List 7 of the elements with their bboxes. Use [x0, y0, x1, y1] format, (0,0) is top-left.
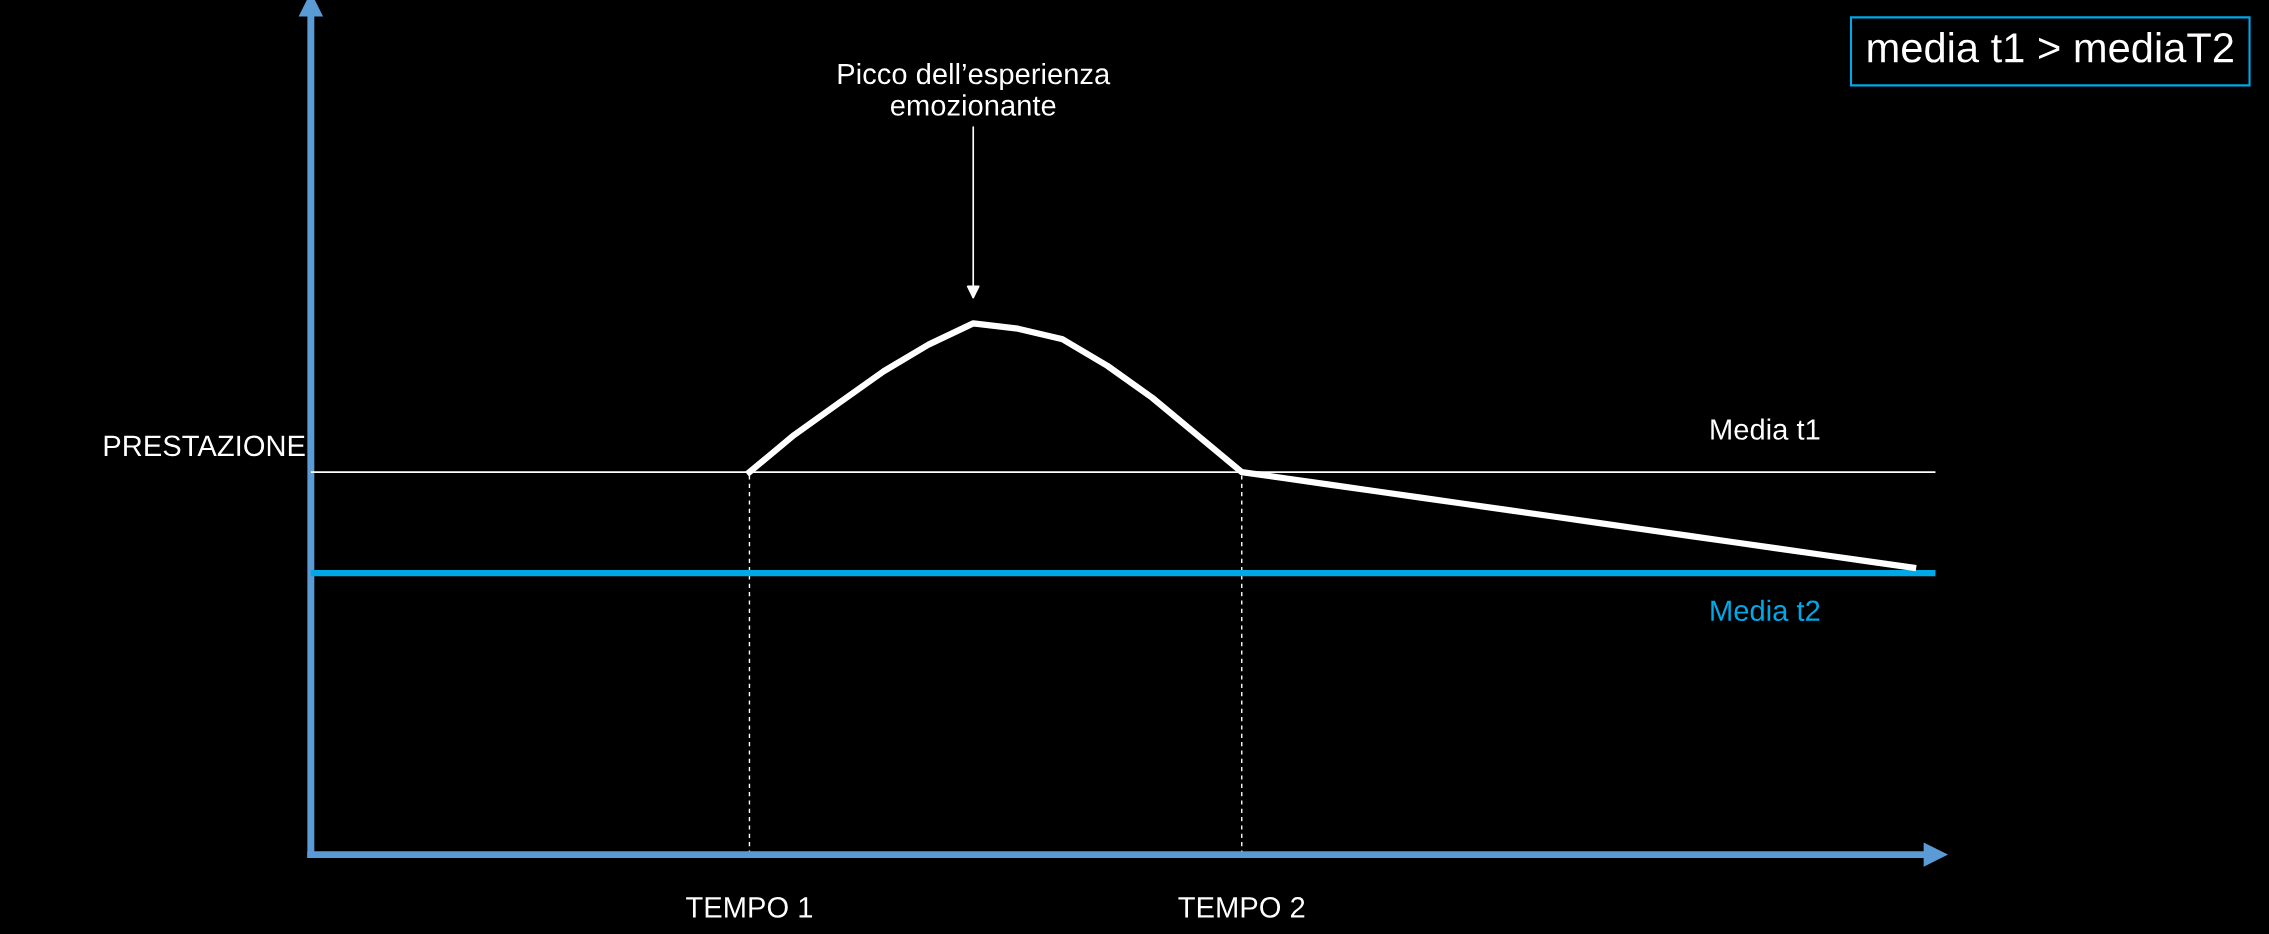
ref-line-label: Media t1 — [1711, 418, 1820, 440]
text: media t1 > mediaT2 — [1868, 31, 2233, 63]
text: PRESTAZIONE — [104, 435, 305, 457]
x-tick-label: TEMPO 1 — [686, 897, 813, 918]
x-tick-label: TEMPO 2 — [1178, 897, 1305, 918]
text: Picco dell’esperienza emozionante — [838, 62, 1111, 116]
ref-line-label: Media t2 — [1711, 599, 1820, 622]
